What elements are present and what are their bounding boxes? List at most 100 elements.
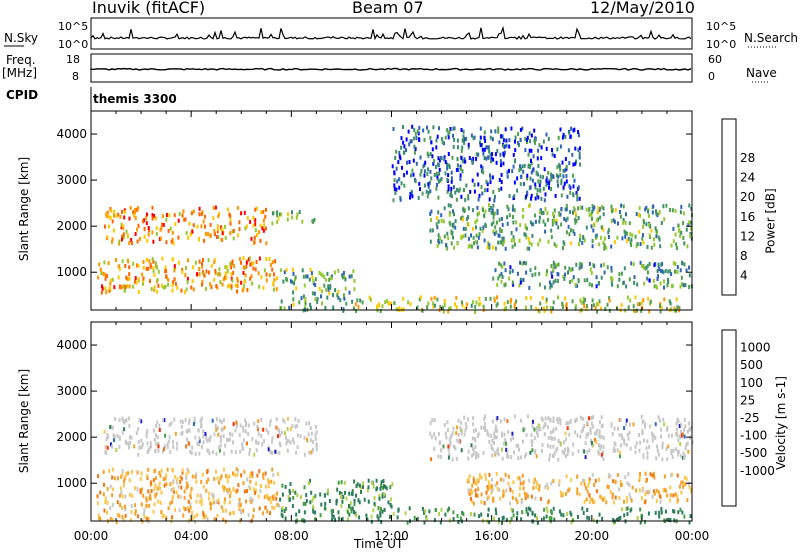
cell-power-4 — [595, 302, 598, 307]
cell-velocity-1 — [209, 501, 212, 506]
cell-power-0 — [106, 212, 109, 217]
cell-power-5 — [484, 209, 487, 214]
cell-power-5 — [645, 205, 648, 210]
cell-velocity-1 — [103, 508, 106, 513]
cell-velocity-4 — [595, 440, 598, 445]
cell-power-7 — [564, 135, 567, 139]
cell-velocity-5 — [644, 492, 647, 497]
cell-velocity-0 — [269, 422, 272, 427]
cell-power-7 — [457, 163, 459, 168]
cell-power-3 — [337, 295, 340, 300]
cell-power-7 — [409, 195, 411, 200]
cell-power-0 — [151, 230, 154, 235]
cell-power-6 — [550, 264, 553, 269]
cell-power-7 — [530, 196, 532, 201]
cell-power-4 — [660, 305, 663, 310]
cell-velocity-4 — [639, 440, 642, 445]
cell-power-7 — [526, 173, 529, 178]
cell-velocity-0 — [242, 438, 245, 443]
cell-power-5 — [645, 222, 648, 227]
cell-velocity-3 — [626, 512, 629, 517]
cell-power-5 — [528, 246, 530, 251]
cell-velocity-1 — [194, 519, 197, 524]
cell-power-5 — [478, 232, 481, 237]
cell-power-7 — [430, 140, 433, 145]
cell-velocity-1 — [213, 517, 216, 522]
cell-velocity-5 — [614, 495, 617, 500]
cell-power-5 — [448, 212, 451, 217]
cell-velocity-1 — [182, 513, 185, 518]
cell-velocity-3 — [658, 510, 661, 515]
cell-velocity-4 — [661, 445, 664, 450]
cell-velocity-5 — [680, 480, 683, 485]
cell-velocity-0 — [136, 427, 139, 432]
cell-power-7 — [555, 173, 558, 178]
cell-velocity-5 — [669, 493, 672, 498]
cell-velocity-2 — [303, 485, 306, 490]
cell-power-7 — [450, 194, 453, 199]
cell-power-4 — [419, 295, 422, 300]
cell-power-5 — [467, 236, 470, 241]
cell-velocity-1 — [278, 503, 281, 508]
cell-power-3 — [352, 269, 355, 274]
cell-power-6 — [555, 263, 558, 268]
cell-power-7 — [539, 174, 542, 179]
cell-velocity-4 — [682, 451, 685, 456]
cell-power-7 — [574, 146, 577, 151]
cell-power-7 — [477, 182, 480, 187]
cell-velocity-5 — [562, 492, 564, 497]
cell-velocity-5 — [480, 500, 483, 505]
cell-velocity-0 — [294, 424, 297, 429]
cell-velocity-1 — [124, 494, 127, 499]
cell-power-5 — [572, 229, 575, 234]
cell-power-2 — [161, 256, 164, 261]
cell-velocity-5 — [626, 499, 629, 504]
cell-power-7 — [559, 173, 562, 178]
cell-power-5 — [573, 231, 576, 236]
cell-power-5 — [654, 226, 657, 231]
cell-power-3 — [352, 306, 355, 311]
cell-power-7 — [401, 165, 403, 170]
cell-power-7 — [481, 166, 484, 171]
cell-power-5 — [506, 221, 509, 226]
cell-velocity-2 — [350, 509, 353, 514]
cell-power-6 — [653, 263, 656, 268]
cell-velocity-5 — [523, 491, 526, 496]
cell-power-5 — [512, 215, 514, 219]
cell-velocity-4 — [646, 455, 649, 460]
cell-power-5 — [440, 213, 443, 218]
cell-power-0 — [198, 237, 200, 242]
cell-power-7 — [460, 194, 463, 199]
cell-power-0 — [161, 214, 164, 219]
cell-velocity-4 — [618, 450, 621, 455]
cell-power-3 — [289, 279, 292, 284]
cell-velocity-4 — [566, 449, 569, 454]
cell-power-2 — [258, 256, 261, 261]
cell-power-4 — [640, 308, 643, 313]
cell-velocity-2 — [304, 501, 307, 506]
cell-power-7 — [573, 178, 576, 183]
cell-velocity-4 — [547, 416, 550, 421]
cell-power-4 — [493, 298, 496, 303]
cell-power-0 — [265, 207, 267, 212]
cell-power-5 — [470, 244, 473, 249]
cell-power-2 — [164, 284, 167, 289]
cell-velocity-3 — [669, 518, 672, 522]
cell-power-5 — [646, 245, 649, 249]
cell-power-5 — [454, 225, 457, 230]
cell-power-5 — [596, 210, 599, 215]
cell-power-0 — [229, 217, 232, 222]
cell-power-4 — [513, 302, 516, 307]
cell-velocity-3 — [501, 520, 503, 525]
cell-power-7 — [403, 183, 406, 188]
cell-velocity-5 — [511, 495, 514, 500]
cell-velocity-1 — [123, 479, 126, 484]
cell-velocity-0 — [269, 450, 272, 455]
cell-power-2 — [210, 285, 213, 290]
cell-power-5 — [572, 206, 575, 211]
cell-velocity-4 — [552, 444, 555, 449]
cell-velocity-1 — [125, 473, 128, 478]
cell-velocity-0 — [140, 419, 143, 424]
cell-power-4 — [355, 309, 358, 313]
cell-power-2 — [224, 265, 227, 270]
